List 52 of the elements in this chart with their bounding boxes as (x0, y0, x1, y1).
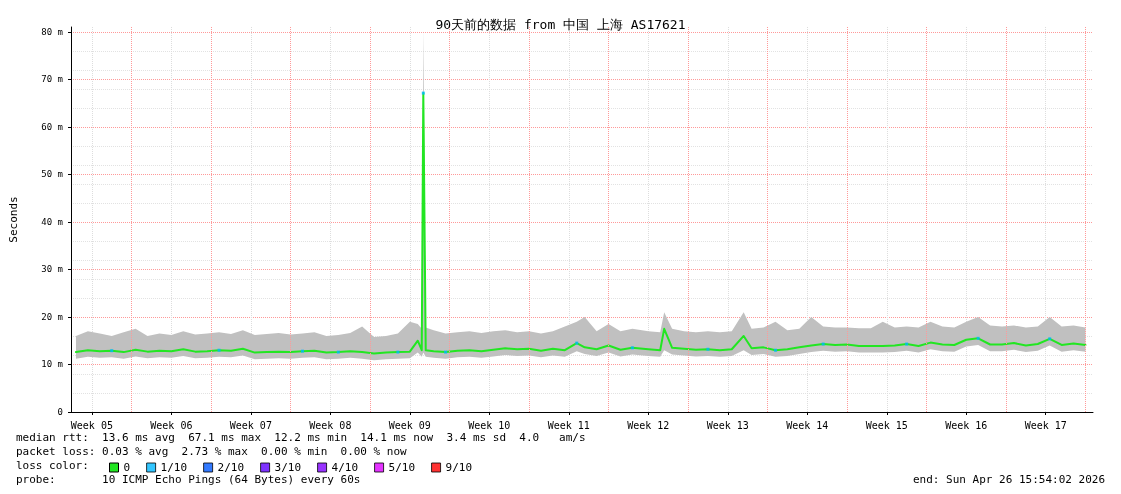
text: packet loss: 0.03 % avg 2.73 % max 0.00 % min 0.00 % now (16, 445, 408, 458)
legend-label: 0 (123, 461, 131, 474)
y-tick-label: 30 m (41, 264, 63, 275)
point (336, 350, 340, 354)
text: probe: 10 ICMP Echo Pings (64 Bytes) every 60s (16, 473, 361, 486)
point (110, 349, 114, 353)
point (706, 347, 710, 351)
x-tick-label: Week 16 (945, 419, 988, 431)
y-tick-label: 70 m (41, 74, 63, 85)
point (821, 342, 825, 346)
line-series (74, 92, 1087, 355)
y-tick-label: 20 m (41, 311, 63, 322)
x-tick-label: Week 10 (468, 419, 511, 431)
legend-label: 5/10 (388, 461, 416, 474)
x-tick-label: Week 09 (388, 419, 431, 431)
x-tick-label: Week 14 (786, 419, 829, 431)
point (396, 350, 400, 354)
y-tick-label: 50 m (41, 169, 63, 180)
point (905, 342, 909, 346)
point (217, 348, 221, 352)
y-tick-label: 10 m (41, 359, 63, 370)
text: median rtt: 13.6 ms avg 67.1 ms max 12.2 ms min 14.1 ms now 3.4 ms sd 4.0 am/s (16, 431, 586, 444)
x-tick-label: Week 13 (706, 419, 749, 431)
x-tick-label: Week 11 (547, 419, 590, 431)
y-tick-label: 40 m (41, 216, 63, 227)
x-tick-label: Week 17 (1024, 419, 1067, 431)
x-tick-label: Week 12 (627, 419, 670, 431)
point (301, 349, 305, 353)
y-axis-title: Seconds (7, 196, 20, 243)
text: end: Sun Apr 26 15:54:02 2026 (912, 473, 1106, 486)
legend-label: 1/10 (160, 461, 188, 474)
point (444, 350, 448, 354)
legend-label: 4/10 (331, 461, 359, 474)
legend-label: 9/10 (445, 461, 473, 474)
x-tick-label: Week 05 (70, 419, 113, 431)
x-tick-label: Week 07 (229, 419, 272, 431)
point (630, 346, 634, 350)
x-tick-label: Week 08 (309, 419, 352, 431)
point (575, 341, 579, 345)
x-tick-label: Week 15 (865, 419, 908, 431)
point (773, 348, 777, 352)
y-tick-label: 60 m (41, 121, 63, 132)
legend-label: 3/10 (274, 461, 302, 474)
x-tick-label: Week 06 (150, 419, 193, 431)
legend-title: loss color: (16, 459, 89, 472)
chart-title: 90天前的数据 from 中国 上海 AS17621 (435, 17, 686, 32)
point (421, 91, 425, 95)
legend-label: 2/10 (217, 461, 245, 474)
point (976, 336, 980, 340)
y-tick-label: 0 (57, 407, 63, 417)
y-tick-label: 80 m (41, 26, 63, 37)
point (1048, 337, 1052, 341)
